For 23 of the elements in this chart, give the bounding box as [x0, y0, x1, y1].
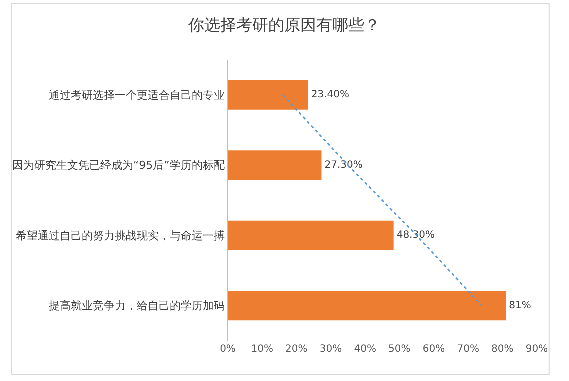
- data-label: 23.40%: [311, 90, 350, 101]
- x-tick-label: 30%: [320, 344, 342, 355]
- x-tick-label: 70%: [457, 344, 480, 355]
- x-tick-label: 90%: [526, 344, 548, 355]
- chart-title: 你选择考研的原因有哪些？: [188, 15, 380, 34]
- bar: [228, 80, 308, 110]
- bar: [228, 220, 394, 250]
- data-label: 48.30%: [396, 230, 435, 242]
- x-tick-label: 60%: [422, 344, 446, 355]
- data-label: 81%: [509, 300, 532, 312]
- bar: [228, 291, 506, 321]
- y-tick-label: 通过考研选择一个更适合自己的专业: [48, 88, 225, 102]
- y-tick-label: 希望通过自己的努力挑战现实，与命运一搏: [16, 229, 225, 242]
- bar: [228, 150, 322, 180]
- x-tick-label: 20%: [286, 344, 308, 355]
- y-tick-label: 提高就业竞争力，给自己的学历加码: [48, 300, 225, 313]
- x-tick-label: 80%: [492, 344, 514, 355]
- x-tick-label: 40%: [354, 344, 376, 355]
- data-label: 27.30%: [324, 160, 363, 171]
- y-tick-label: 因为研究生文凭已经成为“95后”学历的标配: [12, 159, 225, 172]
- x-tick-label: 0%: [220, 344, 236, 355]
- x-tick-label: 10%: [251, 344, 274, 355]
- x-tick-label: 50%: [388, 344, 411, 355]
